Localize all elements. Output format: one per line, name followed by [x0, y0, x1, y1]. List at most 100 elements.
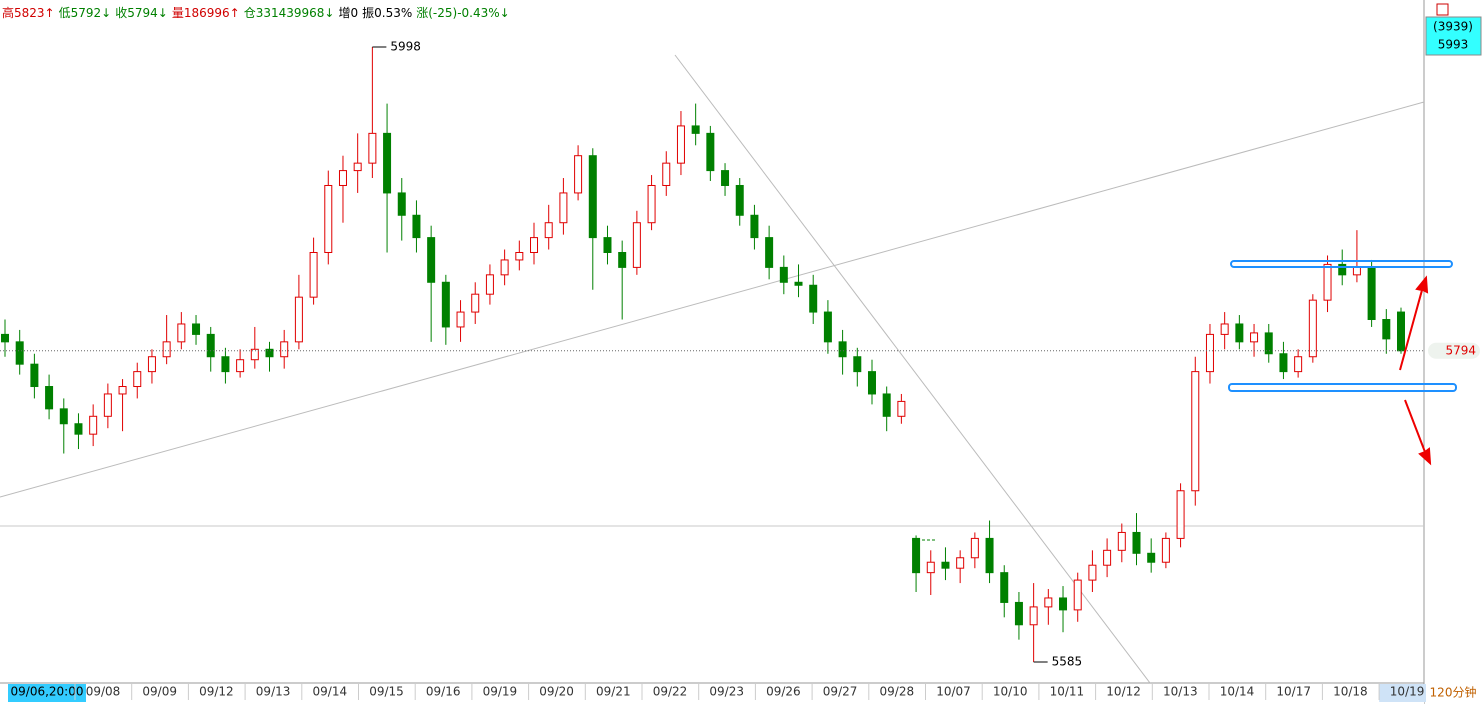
candle-body — [30, 363, 39, 388]
candle-body — [721, 170, 730, 186]
period-box — [1426, 684, 1482, 704]
trend-line — [674, 54, 1151, 684]
candle-body — [544, 222, 553, 239]
candle-body — [118, 386, 127, 395]
corner-button[interactable] — [1436, 3, 1449, 16]
x-tick-label: 09/09 — [142, 685, 177, 699]
candle-body — [1367, 266, 1376, 321]
candle-body — [912, 537, 921, 574]
x-tick-label: 09/27 — [823, 685, 858, 699]
x-tick-label: 10/13 — [1163, 685, 1198, 699]
candle-body — [133, 371, 142, 388]
candle-body — [192, 323, 201, 335]
candle-body — [956, 557, 965, 569]
candle-body — [1103, 549, 1112, 566]
x-tick-label: 10/12 — [1106, 685, 1141, 699]
candle-body — [750, 214, 759, 239]
candle-body — [206, 333, 215, 358]
candle-body — [574, 155, 583, 194]
header-item: 仓331439968↓ — [244, 6, 335, 20]
candle-body — [412, 214, 421, 239]
candle-body — [383, 132, 392, 194]
candle-body — [559, 192, 568, 224]
candle-body — [867, 371, 876, 395]
candle-body — [941, 561, 950, 569]
candle-body — [221, 356, 230, 373]
x-axis-bg — [0, 684, 1424, 704]
candle-body — [1073, 579, 1082, 611]
candle-body — [147, 356, 156, 373]
header-item: 涨(-25)-0.43%↓ — [416, 5, 509, 20]
x-tick-label: 10/10 — [993, 685, 1028, 699]
candle-body — [177, 323, 186, 343]
candle-body — [485, 274, 494, 295]
candle-body — [1250, 332, 1259, 343]
header-item: 量186996↑ — [172, 6, 240, 20]
candle-body — [603, 237, 612, 253]
candle-body — [676, 125, 685, 164]
candle-body — [236, 359, 245, 373]
x-label-highlight — [8, 684, 86, 702]
candle-body — [1323, 263, 1332, 301]
candle-body — [809, 284, 818, 313]
period: 120分钟 — [1430, 685, 1477, 700]
header-item: 高5823↑ — [2, 5, 55, 20]
max-label: 5998 — [390, 40, 421, 54]
header-item: 振0.53% — [362, 6, 412, 20]
candle-body — [838, 341, 847, 358]
candle-body — [103, 393, 112, 417]
candle-body — [309, 251, 318, 298]
candle-body — [368, 132, 377, 164]
candle-body — [1338, 263, 1347, 276]
range-box — [1228, 383, 1457, 392]
corner-box-line: (3939) — [1433, 20, 1473, 34]
candle-body — [1220, 323, 1229, 335]
candle-body — [1014, 601, 1023, 626]
candle-body — [588, 155, 597, 239]
candle-body — [1191, 371, 1200, 492]
candle-body — [515, 251, 524, 261]
range-box — [1230, 260, 1453, 268]
candle-body — [1205, 333, 1214, 373]
x-tick-label: 09/21 — [596, 685, 631, 699]
x-tick-label: 10/17 — [1276, 685, 1311, 699]
candle-body — [1264, 332, 1273, 355]
x-tick-label: 10/07 — [936, 685, 971, 699]
candle-body — [324, 184, 333, 253]
x-tick-label: 09/19 — [483, 685, 518, 699]
candle-body — [1000, 572, 1009, 603]
candle-body — [280, 341, 289, 358]
candle-body — [1059, 597, 1068, 611]
x-tick-label: 10/11 — [1050, 685, 1085, 699]
header-item: 收5794↓ — [115, 6, 168, 20]
candle-body — [926, 561, 935, 574]
candle-body — [1382, 319, 1391, 340]
candle-body — [882, 393, 891, 417]
candle-body — [1147, 552, 1156, 563]
candle-body — [162, 341, 171, 358]
candle-body — [853, 356, 862, 373]
x-tick-label: 09/22 — [653, 685, 688, 699]
candle-body — [779, 266, 788, 283]
candle-body — [500, 259, 509, 276]
x-tick-label: 09/15 — [369, 685, 404, 699]
candle-body — [897, 400, 906, 417]
trend-line — [0, 101, 1425, 498]
candle-body — [74, 423, 83, 435]
candle-body — [353, 162, 362, 172]
x-tick-label: 09/26 — [766, 685, 801, 699]
x-tick-label: 09/12 — [199, 685, 234, 699]
x-tick-label: 09/20 — [539, 685, 574, 699]
price-label: 5794 — [1445, 343, 1476, 357]
candle-body — [1352, 266, 1361, 276]
candle-body — [985, 537, 994, 574]
x-label-highlight — [1379, 684, 1436, 702]
corner-box — [1425, 16, 1482, 56]
candle-body — [1117, 531, 1126, 551]
arrow-up — [1399, 275, 1429, 371]
candle-body — [456, 311, 465, 328]
candle-body — [530, 237, 539, 253]
